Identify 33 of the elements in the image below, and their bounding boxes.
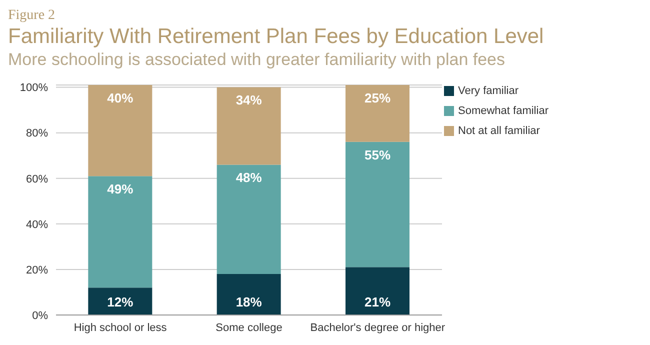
bar — [88, 85, 152, 176]
data-label: 55% — [364, 147, 391, 162]
data-label: 49% — [107, 182, 134, 197]
data-label: 12% — [107, 294, 134, 310]
bar — [346, 85, 410, 142]
bar — [216, 274, 281, 315]
chart-subtitle: More schooling is associated with greater familiarity with plan fees — [8, 49, 506, 71]
x-tick-label: High school or less — [74, 322, 168, 334]
bar — [216, 87, 281, 165]
x-tick-label: Bachelor's degree or higher — [310, 322, 446, 334]
data-label: 21% — [364, 294, 391, 310]
x-tick-label: Some college — [216, 322, 282, 334]
y-tick-label: 40% — [26, 218, 48, 231]
y-tick-label: 60% — [26, 173, 48, 186]
bar — [346, 267, 410, 315]
chart-title: Familiarity With Retirement Plan Fees by Education Level — [8, 24, 545, 49]
data-label: 34% — [236, 92, 262, 108]
bar — [216, 164, 281, 274]
y-tick-label: 100% — [20, 82, 48, 94]
bar — [346, 142, 410, 268]
data-label: 18% — [236, 294, 262, 310]
y-tick-label: 20% — [26, 264, 48, 276]
data-label: 25% — [364, 90, 391, 106]
legend-label: Somewhat familiar — [458, 105, 548, 117]
y-tick-label: 0% — [32, 310, 48, 322]
caption: Figure 2 — [8, 8, 56, 24]
legend-label: Very familiar — [458, 85, 519, 97]
bar — [88, 176, 152, 288]
bar — [88, 288, 152, 315]
y-tick-label: 80% — [26, 128, 48, 140]
data-label: 48% — [236, 170, 262, 186]
data-label: 40% — [107, 90, 134, 106]
legend-label: Not at all familiar — [458, 125, 540, 137]
